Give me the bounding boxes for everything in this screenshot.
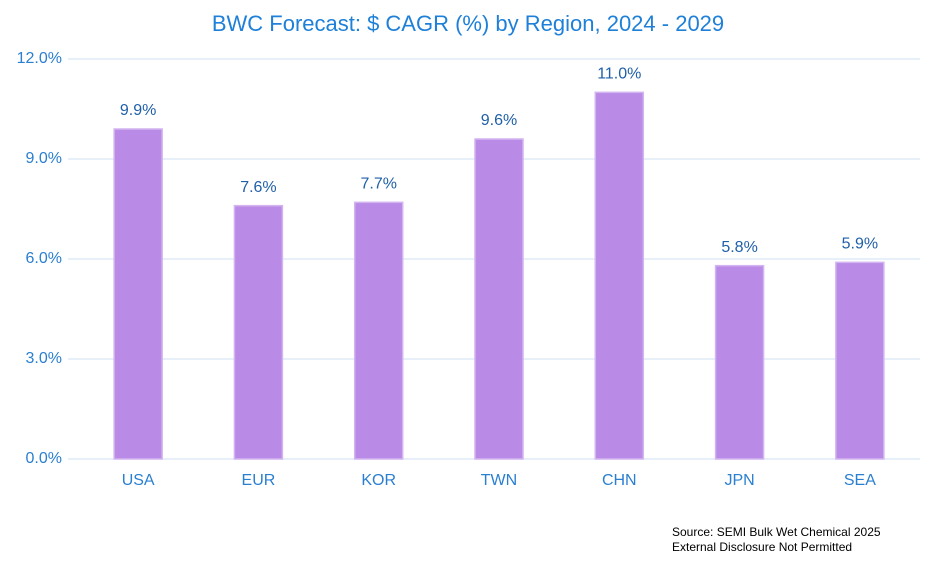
chart-title: BWC Forecast: $ CAGR (%) by Region, 2024… (212, 11, 724, 36)
y-tick-label: 12.0% (17, 50, 62, 67)
bar (714, 264, 765, 460)
y-tick-label: 0.0% (26, 450, 62, 467)
bar (474, 138, 524, 460)
bar (113, 128, 163, 460)
y-tick-label: 3.0% (26, 350, 62, 367)
y-tick-label: 9.0% (26, 150, 62, 167)
value-label: 7.7% (360, 176, 396, 193)
x-tick-label: CHN (602, 472, 637, 489)
x-tick-label: TWN (481, 472, 517, 489)
source-note: Source: SEMI Bulk Wet Chemical 2025 (672, 525, 881, 539)
source-note: External Disclosure Not Permitted (672, 540, 852, 554)
value-label: 5.9% (842, 236, 878, 253)
x-tick-label: JPN (724, 472, 754, 489)
x-tick-label: SEA (844, 472, 876, 489)
x-tick-label: EUR (242, 472, 276, 489)
x-tick-label: KOR (361, 472, 396, 489)
value-label: 9.9% (120, 102, 156, 119)
bar (594, 91, 645, 460)
bar (353, 201, 404, 460)
value-label: 9.6% (481, 112, 517, 129)
value-label: 11.0% (597, 66, 641, 83)
y-tick-label: 6.0% (26, 250, 62, 267)
bar (835, 261, 885, 460)
value-label: 7.6% (240, 179, 276, 196)
x-tick-label: USA (122, 472, 155, 489)
bar (233, 204, 284, 460)
value-label: 5.8% (721, 239, 757, 256)
